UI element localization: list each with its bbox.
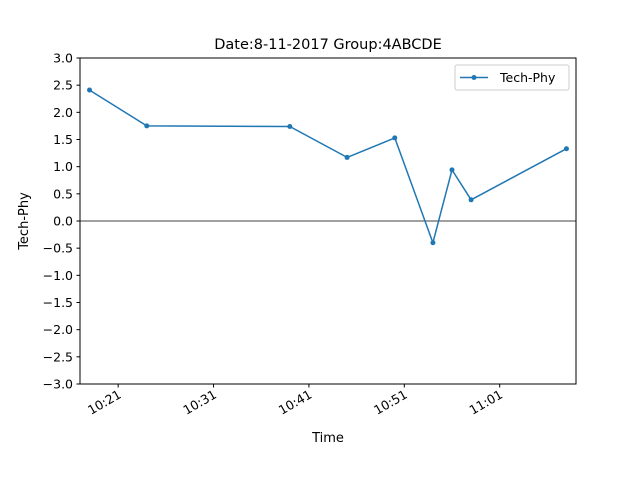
y-axis: 3.0 2.5 2.0 1.5 1.0 0.5 0.0 −0.5 −1.0 −1.5 −2.0 −2.…	[43, 51, 80, 392]
y-tick-label: −1.5	[43, 295, 73, 310]
x-tick-label: 11:01	[466, 387, 505, 418]
y-tick-label: 2.5	[53, 78, 73, 93]
chart-title: Date:8-11-2017 Group:4ABCDE	[214, 37, 442, 53]
legend-point-marker	[471, 75, 477, 80]
data-point	[344, 154, 350, 160]
y-tick-label: 0.0	[53, 214, 73, 229]
y-tick-label: 1.5	[53, 132, 73, 147]
x-tick-label: 10:51	[371, 387, 410, 418]
y-tick-label: −3.0	[43, 377, 73, 392]
data-point	[144, 123, 150, 129]
y-tick-label: 1.0	[53, 159, 73, 174]
data-point	[430, 240, 436, 246]
y-tick-label: −0.5	[43, 241, 73, 256]
x-tick-label: 10:21	[85, 387, 124, 418]
y-tick-label: 3.0	[53, 51, 73, 66]
legend: Tech-Phy	[454, 64, 570, 91]
data-point	[563, 146, 569, 152]
data-point	[287, 123, 293, 129]
y-tick-label: −2.0	[43, 322, 73, 337]
legend-label: Tech-Phy	[499, 70, 556, 85]
series-line	[89, 89, 567, 244]
x-axis-label: Time	[311, 431, 344, 446]
y-tick-label: −2.5	[43, 349, 73, 364]
data-point	[468, 197, 474, 203]
x-tick-label: 10:41	[276, 387, 315, 418]
plot-area	[80, 87, 576, 246]
data-point	[449, 167, 455, 173]
data-point	[87, 87, 93, 93]
y-tick-label: 2.0	[53, 105, 73, 120]
y-tick-label: 0.5	[53, 186, 73, 201]
legend-box	[454, 64, 570, 91]
x-axis: 10:21 10:31 10:41 10:51 11:01	[85, 384, 505, 418]
data-point	[392, 135, 398, 141]
y-axis-label: Tech-Phy	[17, 192, 32, 251]
x-tick-label: 10:31	[180, 387, 219, 418]
y-tick-label: −1.0	[43, 268, 73, 283]
